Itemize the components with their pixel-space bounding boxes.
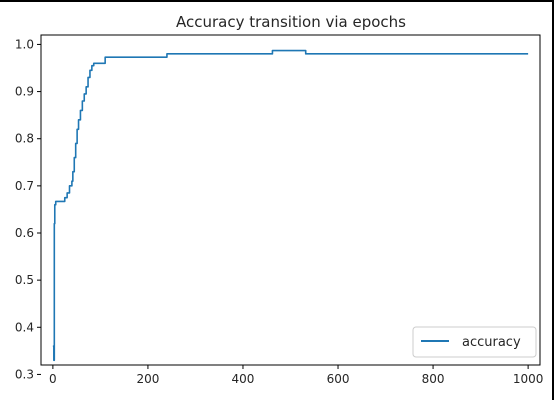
x-tick-label: 0 (49, 372, 57, 386)
y-tick-label: 0.4 (15, 320, 34, 334)
series-layer (52, 49, 529, 362)
y-tick-label: 0.9 (15, 85, 34, 99)
x-axis: 0 200 400 600 800 1000 (49, 365, 543, 386)
legend-label-accuracy: accuracy (462, 335, 521, 350)
x-tick-label: 600 (327, 372, 350, 386)
legend: accuracy (412, 326, 537, 358)
x-tick-label: 400 (232, 372, 255, 386)
chart-title: Accuracy transition via epochs (176, 13, 406, 31)
y-tick-label: 0.7 (15, 179, 34, 193)
series-line-accuracy (52, 49, 529, 362)
plot-area (40, 34, 541, 366)
y-axis: 0.3 0.4 0.5 0.6 0.7 0.8 0.9 1.0 (15, 37, 41, 381)
y-tick-label: 0.3 (15, 367, 34, 381)
y-tick-label: 1.0 (15, 37, 34, 51)
legend-box (412, 326, 537, 358)
window-top-border (0, 0, 554, 2)
y-tick-label: 0.6 (15, 226, 34, 240)
x-tick-label: 200 (136, 372, 159, 386)
window-right-border (552, 0, 554, 400)
y-tick-label: 0.8 (15, 132, 34, 146)
x-tick-label: 800 (422, 372, 445, 386)
y-tick-label: 0.5 (15, 273, 34, 287)
x-tick-label: 1000 (513, 372, 544, 386)
